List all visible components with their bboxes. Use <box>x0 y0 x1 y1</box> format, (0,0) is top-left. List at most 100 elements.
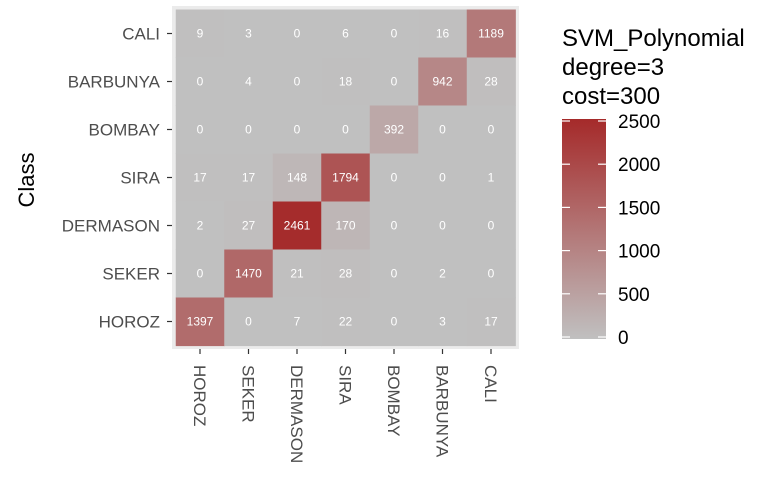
legend-tick-label: 1000 <box>618 242 660 263</box>
heatmap-cell <box>418 153 468 203</box>
heatmap-cell <box>272 153 322 203</box>
legend-tick-label: 2500 <box>618 112 660 133</box>
cell-value-label: 1470 <box>235 267 262 281</box>
cell-value-label: 0 <box>294 123 301 137</box>
cell-value-label: 0 <box>391 27 398 41</box>
heatmap-cell <box>418 57 468 107</box>
color-legend: SVM_Polynomial degree=3 cost=300 0 500 100… <box>562 25 745 349</box>
cell-value-label: 0 <box>197 123 204 137</box>
legend-title-line-3: cost=300 <box>562 83 660 110</box>
heatmap-cell <box>466 153 516 203</box>
cell-value-label: 3 <box>245 27 252 41</box>
cell-value-label: 0 <box>294 27 301 41</box>
y-axis: CALI BARBUNYA BOMBAY SIRA DERMASON SEKER HOROZ <box>62 25 172 332</box>
cell-value-label: 6 <box>342 27 349 41</box>
cell-value-label: 0 <box>245 123 252 137</box>
heatmap-cell <box>272 105 322 155</box>
cell-value-label: 0 <box>439 123 446 137</box>
cell-value-label: 1397 <box>187 315 214 329</box>
heatmap-cell <box>369 105 419 155</box>
heatmap-cell <box>175 249 225 299</box>
cell-value-label: 0 <box>488 123 495 137</box>
heatmap-cell <box>224 201 274 251</box>
y-tick-label: CALI <box>122 25 160 44</box>
cell-value-label: 0 <box>391 267 398 281</box>
heatmap-cell <box>175 9 225 59</box>
cell-value-label: 18 <box>339 75 353 89</box>
x-tick-label: BOMBAY <box>384 365 403 436</box>
heatmap-cell <box>466 105 516 155</box>
cell-value-label: 0 <box>197 75 204 89</box>
cell-value-label: 9 <box>197 27 204 41</box>
y-tick-label: HOROZ <box>99 313 160 332</box>
cell-value-label: 2 <box>197 219 204 233</box>
heatmap-cell <box>369 249 419 299</box>
y-axis-title: Class <box>14 152 39 207</box>
cell-value-label: 2 <box>439 267 446 281</box>
y-tick-label: SEKER <box>102 265 160 284</box>
cell-value-label: 28 <box>339 267 353 281</box>
heatmap-cell <box>272 249 322 299</box>
y-tick-label: BARBUNYA <box>68 73 161 92</box>
heatmap-cell <box>321 201 371 251</box>
heatmap-cell <box>369 57 419 107</box>
cell-value-label: 392 <box>384 123 404 137</box>
heatmap-cell <box>224 249 274 299</box>
cell-value-label: 0 <box>391 75 398 89</box>
cell-value-label: 3 <box>439 315 446 329</box>
x-axis: HOROZ SEKER DERMASON SIRA BOMBAY BARBUNYA CALI <box>190 349 500 463</box>
cell-value-label: 0 <box>391 315 398 329</box>
cell-value-label: 0 <box>488 267 495 281</box>
heatmap-cell <box>418 297 468 347</box>
x-tick-label: SEKER <box>239 365 258 423</box>
heatmap-cell <box>321 9 371 59</box>
cell-value-label: 0 <box>245 315 252 329</box>
heatmap-cell <box>466 57 516 107</box>
cell-value-label: 17 <box>242 171 256 185</box>
y-tick-label: DERMASON <box>62 217 160 236</box>
cell-value-label: 148 <box>287 171 307 185</box>
legend-tick-label: 1500 <box>618 198 660 219</box>
x-tick-label: DERMASON <box>287 365 306 463</box>
legend-tick-label: 2000 <box>618 155 660 176</box>
cell-value-label: 0 <box>294 75 301 89</box>
cell-value-label: 170 <box>335 219 355 233</box>
heatmap-cell <box>321 153 371 203</box>
heatmap-cell <box>272 201 322 251</box>
heatmap-cell <box>175 105 225 155</box>
heatmap-cell <box>272 297 322 347</box>
cell-value-label: 0 <box>391 171 398 185</box>
cell-value-label: 16 <box>436 27 450 41</box>
cell-value-label: 1794 <box>332 171 359 185</box>
cell-value-label: 22 <box>339 315 353 329</box>
x-tick-label: SIRA <box>336 365 355 405</box>
y-tick-label: SIRA <box>120 169 160 188</box>
cell-value-label: 7 <box>294 315 301 329</box>
heatmap-cell <box>466 201 516 251</box>
heatmap-cells <box>175 9 516 347</box>
legend-title-line-1: SVM_Polynomial <box>562 25 745 52</box>
heatmap-cell <box>418 9 468 59</box>
legend-title-line-2: degree=3 <box>562 54 664 81</box>
heatmap-cell <box>321 105 371 155</box>
heatmap-cell <box>224 297 274 347</box>
heatmap-cell <box>369 9 419 59</box>
heatmap-cell <box>321 297 371 347</box>
heatmap-cell <box>321 249 371 299</box>
cell-value-label: 17 <box>193 171 207 185</box>
heatmap-cell <box>466 249 516 299</box>
heatmap-cell <box>418 201 468 251</box>
heatmap-cell <box>224 153 274 203</box>
cell-value-label: 17 <box>484 315 498 329</box>
cell-value-label: 0 <box>439 219 446 233</box>
heatmap-cell <box>224 9 274 59</box>
cell-value-label: 21 <box>290 267 304 281</box>
cell-value-label: 1 <box>488 171 495 185</box>
heatmap-cell <box>466 297 516 347</box>
heatmap-cell <box>321 57 371 107</box>
legend-colorbar <box>562 119 606 339</box>
cell-value-label: 0 <box>197 267 204 281</box>
cell-value-label: 0 <box>391 219 398 233</box>
